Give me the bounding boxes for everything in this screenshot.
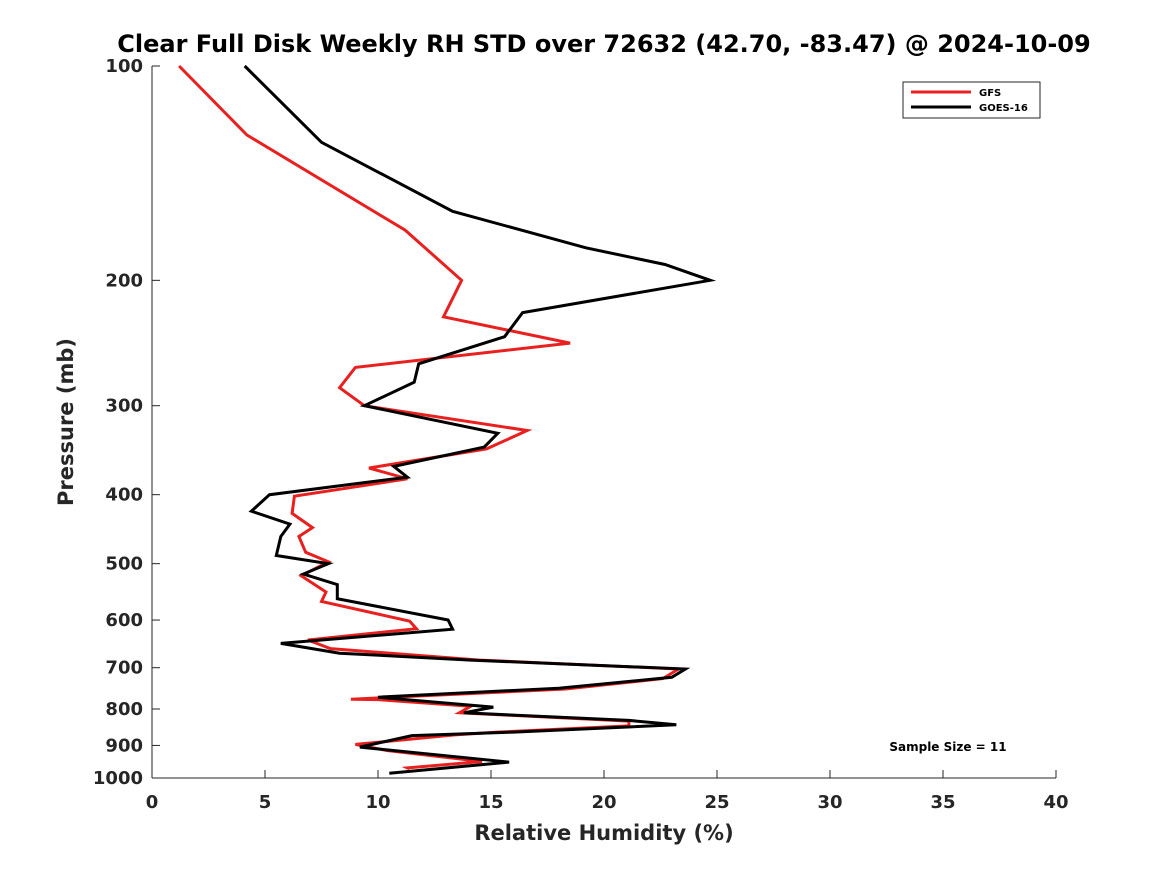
x-tick-label: 5	[259, 792, 272, 813]
y-tick-label: 300	[105, 396, 143, 417]
y-axis-ticks: 100 200 300 400 500 600 700 800 900 1000	[93, 56, 160, 789]
series-layer	[178, 64, 717, 775]
x-tick-label: 15	[478, 792, 503, 813]
x-tick-label: 10	[365, 792, 390, 813]
y-tick-label: 400	[105, 485, 143, 506]
x-tick-label: 30	[817, 792, 842, 813]
y-tick-label: 100	[105, 56, 143, 77]
y-axis-label: Pressure (mb)	[54, 338, 78, 506]
x-axis-label: Relative Humidity (%)	[474, 821, 733, 845]
x-tick-label: 40	[1043, 792, 1068, 813]
chart-title: Clear Full Disk Weekly RH STD over 72632…	[117, 30, 1090, 58]
x-tick-label: 25	[704, 792, 729, 813]
x-tick-label: 0	[146, 792, 159, 813]
y-tick-label: 800	[105, 699, 143, 720]
legend-label-goes16: GOES-16	[979, 103, 1028, 114]
y-tick-label: 900	[105, 735, 143, 756]
sample-size-annotation: Sample Size = 11	[889, 740, 1006, 754]
legend-box	[902, 81, 1041, 119]
y-tick-label: 700	[105, 658, 143, 679]
legend: GFS GOES-16	[902, 81, 1041, 119]
x-tick-label: 20	[591, 792, 616, 813]
y-tick-label: 1000	[93, 768, 143, 789]
x-axis-ticks: 0 5 10 15 20 25 30 35 40	[146, 770, 1069, 813]
y-tick-label: 500	[105, 554, 143, 575]
y-tick-label: 600	[105, 610, 143, 631]
x-tick-label: 35	[930, 792, 955, 813]
series-line-goes16	[243, 64, 717, 775]
y-tick-label: 200	[105, 270, 143, 291]
legend-label-gfs: GFS	[979, 88, 1001, 99]
